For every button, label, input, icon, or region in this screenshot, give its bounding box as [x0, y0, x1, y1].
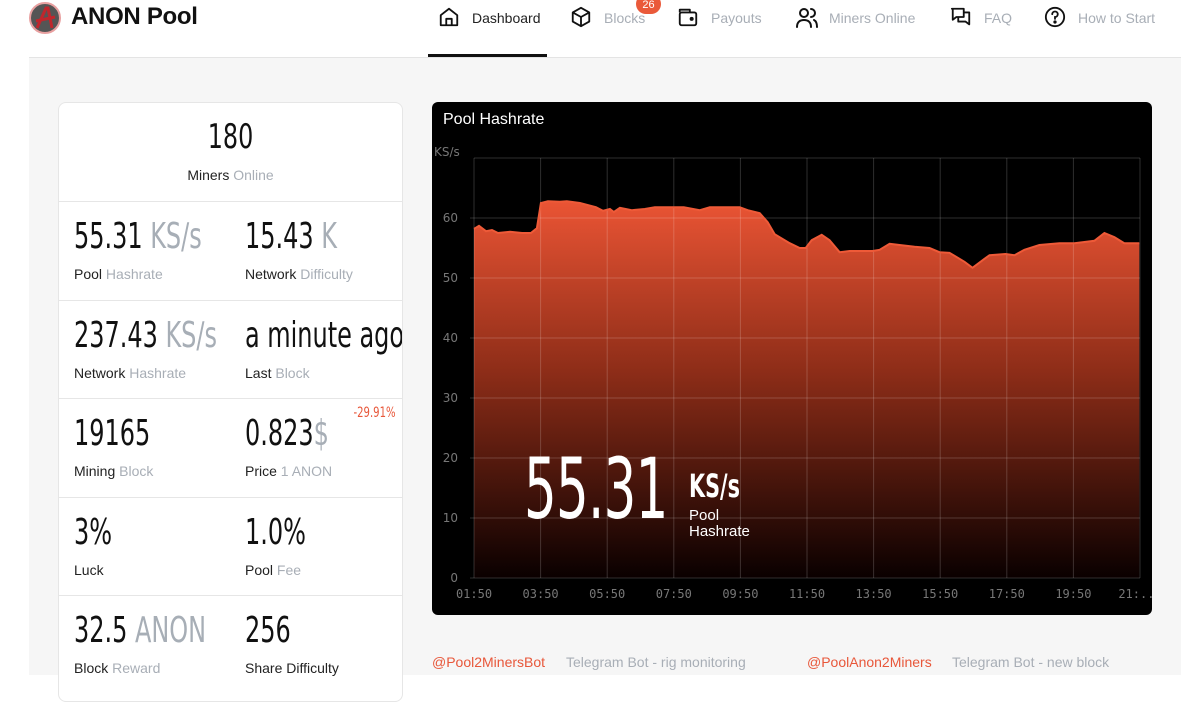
stat-row: 32.5 ANON Block Reward 256 Share Difficu… — [59, 596, 402, 695]
svg-text:13:50: 13:50 — [856, 587, 892, 601]
telegram-bot-desc-new-block: Telegram Bot - new block — [952, 654, 1110, 670]
miners-online-label: Miners Online — [187, 167, 274, 183]
svg-text:05:50: 05:50 — [589, 587, 625, 601]
miners-online-stat: 180 Miners Online — [59, 103, 402, 202]
blocks-count-badge: 26 — [636, 0, 661, 14]
svg-text:19:50: 19:50 — [1055, 587, 1091, 601]
miners-online-value: 180 — [207, 117, 254, 157]
nav-payouts[interactable]: Payouts — [677, 4, 762, 32]
stat-row: 237.43 KS/s Network Hashrate a minute ag… — [59, 301, 403, 399]
svg-text:0: 0 — [450, 571, 458, 585]
last-block-value: a minute ago — [245, 314, 403, 356]
chat-icon — [950, 6, 974, 30]
nav-faq-label: FAQ — [984, 10, 1013, 26]
stat-row: 3% Luck 1.0% Pool Fee — [59, 498, 402, 596]
svg-text:10: 10 — [443, 511, 458, 525]
share-difficulty-stat: 256 Share Difficulty — [245, 610, 339, 676]
overlay-hashrate-value: 55.31 — [524, 440, 668, 538]
wallet-icon — [677, 6, 701, 30]
nav-miners-online[interactable]: Miners Online — [795, 4, 915, 32]
nav-how-to-start[interactable]: How to Start — [1044, 4, 1155, 32]
pool-hashrate-chart: 0 10 20 30 40 50 60 01:50 03:50 05:50 07:50 09:50 11… — [432, 102, 1152, 615]
svg-text:21:...: 21:... — [1118, 587, 1152, 601]
share-difficulty-value: 256 — [245, 610, 291, 651]
svg-text:01:50: 01:50 — [456, 587, 492, 601]
overlay-hashrate-label: Pool Hashrate — [689, 507, 750, 540]
brand-name[interactable]: ANON Pool — [71, 3, 198, 30]
stat-row: 19165 Mining Block 0.823$ Price 1 ANON -… — [59, 399, 402, 498]
luck-value: 3% — [74, 511, 113, 553]
nav-faq[interactable]: FAQ — [950, 4, 1012, 32]
block-reward-value: 32.5 — [74, 610, 128, 651]
svg-text:15:50: 15:50 — [922, 587, 958, 601]
nav-blocks[interactable]: Blocks — [570, 4, 645, 32]
pool-fee-stat: 1.0% Pool Fee — [245, 511, 306, 578]
telegram-bot-link-new-block[interactable]: @PoolAnon2Miners — [807, 654, 932, 670]
users-icon — [795, 6, 819, 30]
svg-text:17:50: 17:50 — [989, 587, 1025, 601]
network-hashrate-value: 237.43 — [74, 314, 158, 356]
price-value: 0.823 — [245, 413, 314, 454]
nav-blocks-label: Blocks — [604, 10, 646, 26]
nav-dashboard-label: Dashboard — [472, 10, 541, 26]
svg-text:07:50: 07:50 — [656, 587, 692, 601]
mining-block-stat: 19165 Mining Block — [74, 413, 154, 479]
pool-hashrate-unit: KS/s — [150, 216, 202, 257]
overlay-hashrate-unit: KS/s — [689, 467, 740, 505]
svg-text:09:50: 09:50 — [722, 587, 758, 601]
network-difficulty-value: 15.43 — [245, 216, 314, 257]
stat-row: 55.31 KS/s Pool Hashrate 15.43 K Network… — [59, 202, 402, 301]
mining-block-value: 19165 — [74, 413, 151, 454]
svg-text:KS/s: KS/s — [434, 145, 460, 159]
cube-icon — [570, 6, 594, 30]
network-difficulty-stat: 15.43 K Network Difficulty — [245, 216, 353, 282]
network-hashrate-stat: 237.43 KS/s Network Hashrate — [74, 314, 217, 381]
svg-text:11:50: 11:50 — [789, 587, 825, 601]
question-circle-icon — [1044, 6, 1068, 30]
price-change-badge: -29.91% — [353, 405, 396, 421]
active-tab-indicator — [428, 54, 547, 57]
svg-text:20: 20 — [443, 451, 458, 465]
nav-dashboard[interactable]: Dashboard — [438, 4, 541, 32]
svg-text:60: 60 — [443, 211, 458, 225]
luck-stat: 3% Luck — [74, 511, 113, 578]
stats-panel: 180 Miners Online 55.31 KS/s Pool Hashra… — [58, 102, 403, 702]
pool-hashrate-stat: 55.31 KS/s Pool Hashrate — [74, 216, 202, 282]
svg-text:03:50: 03:50 — [523, 587, 559, 601]
telegram-bot-desc-rig-monitoring: Telegram Bot - rig monitoring — [566, 654, 746, 670]
nav-payouts-label: Payouts — [711, 10, 762, 26]
svg-text:50: 50 — [443, 271, 458, 285]
price-stat: 0.823$ Price 1 ANON — [245, 413, 333, 479]
pool-fee-value: 1.0% — [245, 511, 306, 553]
nav-miners-online-label: Miners Online — [829, 10, 916, 26]
svg-text:40: 40 — [443, 331, 458, 345]
nav-how-to-start-label: How to Start — [1078, 10, 1156, 26]
svg-text:30: 30 — [443, 391, 458, 405]
last-block-stat: a minute ago Last Block — [245, 314, 403, 381]
chart-title: Pool Hashrate — [443, 111, 545, 128]
block-reward-stat: 32.5 ANON Block Reward — [74, 610, 207, 676]
telegram-bot-link-rig-monitoring[interactable]: @Pool2MinersBot — [432, 654, 546, 670]
top-header: ANON Pool Dashboard Blocks 26 Payouts Mi… — [0, 0, 1200, 57]
home-icon — [438, 6, 462, 30]
hashrate-area-chart[interactable]: 0 10 20 30 40 50 60 01:50 03:50 05:50 07:50 09:50 11… — [432, 102, 1152, 615]
anon-logo-icon[interactable] — [29, 2, 61, 34]
pool-hashrate-value: 55.31 — [74, 216, 143, 257]
